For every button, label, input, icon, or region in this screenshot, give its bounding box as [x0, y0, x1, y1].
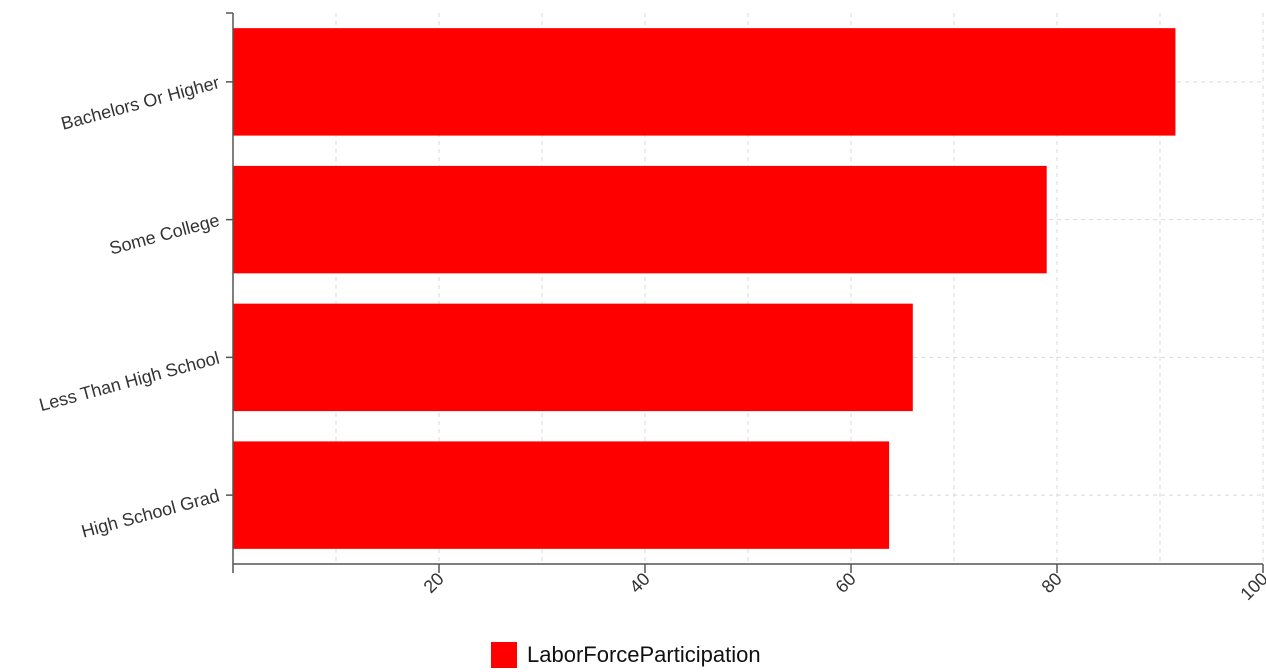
category-label: Less Than High School	[37, 348, 222, 415]
x-tick-label: 100	[1236, 569, 1266, 604]
x-tick-label: 20	[420, 569, 448, 597]
bar	[233, 28, 1176, 136]
legend: LaborForceParticipation	[491, 640, 761, 670]
bar	[233, 441, 890, 549]
category-label: Some College	[107, 210, 221, 259]
legend-label: LaborForceParticipation	[527, 642, 761, 667]
axes	[226, 12, 1264, 573]
bar-chart: Bachelors Or Higher Some College Less Than…	[37, 12, 1266, 604]
category-label: High School Grad	[79, 485, 221, 541]
x-tick-label: 60	[832, 569, 860, 597]
bar	[233, 165, 1047, 274]
legend-swatch	[491, 642, 517, 668]
x-tick-label: 40	[626, 569, 654, 597]
bars	[233, 28, 1176, 549]
bar	[233, 303, 913, 412]
category-label: Bachelors Or Higher	[59, 72, 222, 134]
x-tick-label: 80	[1038, 569, 1066, 597]
